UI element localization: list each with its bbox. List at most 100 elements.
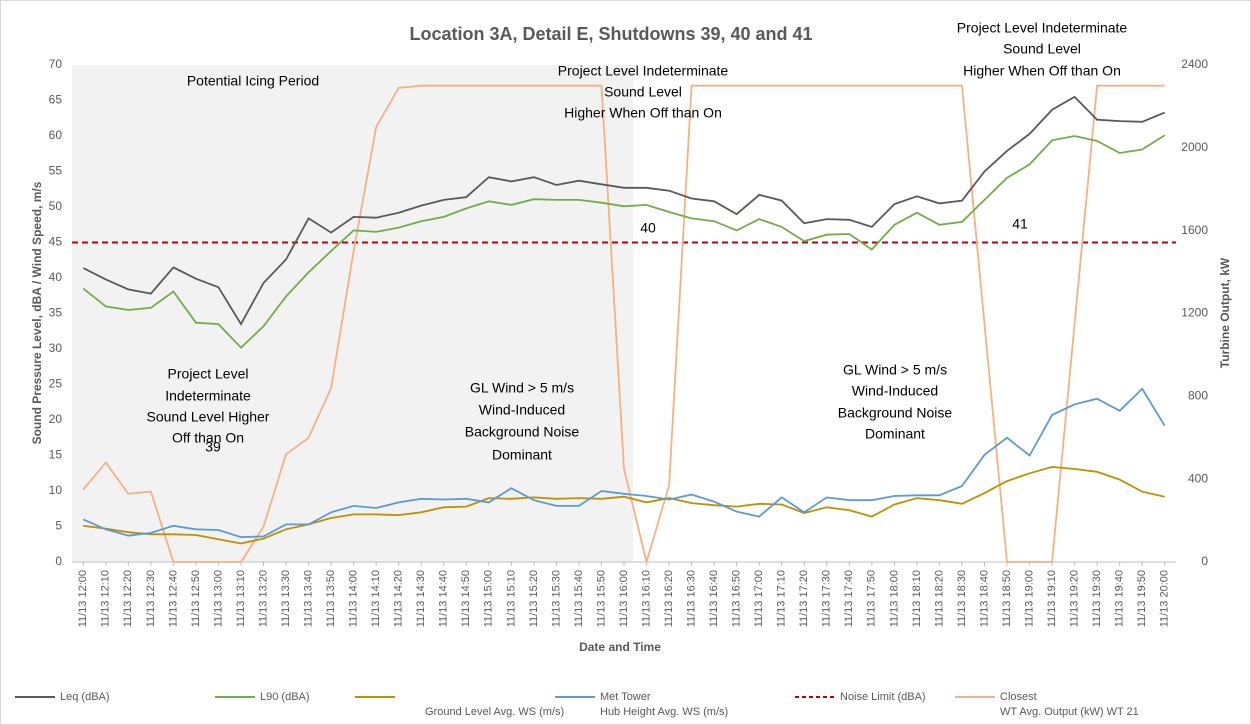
x-tick-label: 11/13 15:40 [573, 570, 585, 627]
legend-label: Hub Height Avg. WS (m/s) [600, 706, 728, 718]
x-tick-label: 11/13 19:40 [1114, 570, 1126, 627]
y2-tick-label: 1600 [1181, 223, 1208, 237]
y-tick-label: 5 [55, 519, 62, 533]
annotation: Dominant [865, 426, 925, 442]
x-tick-label: 11/13 12:30 [145, 570, 157, 627]
x-tick-label: 11/13 18:40 [978, 570, 990, 627]
x-tick-label: 11/13 17:10 [776, 570, 788, 627]
annotation: Wind-Induced [479, 402, 565, 418]
x-tick-label: 11/13 17:20 [798, 570, 810, 627]
x-tick-label: 11/13 14:40 [438, 570, 450, 627]
legend-label: Noise Limit (dBA) [840, 691, 926, 703]
x-tick-label: 11/13 13:30 [280, 570, 292, 627]
y2-tick-label: 2000 [1181, 140, 1208, 154]
y2-tick-label: 400 [1188, 471, 1208, 485]
x-tick-label: 11/13 14:50 [460, 570, 472, 627]
annotation: Project Level Indeterminate [558, 63, 729, 79]
x-tick-label: 11/13 19:50 [1136, 570, 1148, 627]
x-tick-label: 11/13 15:00 [483, 570, 495, 627]
series-line [82, 387, 1166, 539]
y2-tick-label: 0 [1201, 554, 1208, 568]
y-tick-label: 60 [49, 128, 63, 142]
x-tick-label: 11/13 12:10 [100, 570, 112, 627]
x-tick-label: 11/13 18:50 [1001, 570, 1013, 627]
chart-title: Location 3A, Detail E, Shutdowns 39, 40 … [409, 24, 812, 44]
x-tick-label: 11/13 12:50 [190, 570, 202, 627]
x-tick-label: 11/13 18:10 [911, 570, 923, 627]
series-line [82, 95, 1166, 326]
x-tick-label: 11/13 19:00 [1023, 570, 1035, 627]
annotation: Higher When Off than On [963, 63, 1121, 79]
annotation: Indeterminate [165, 388, 251, 404]
x-tick-label: 11/13 17:30 [821, 570, 833, 627]
x-tick-label: 11/13 19:30 [1091, 570, 1103, 627]
series-line [83, 465, 1165, 545]
y2-tick-label: 2400 [1181, 57, 1208, 71]
y-tick-label: 30 [49, 341, 63, 355]
y2-axis-title: Turbine Output, kW [1218, 257, 1232, 368]
legend-label: Ground Level Avg. WS (m/s) [425, 706, 564, 718]
x-tick-label: 11/13 13:20 [257, 570, 269, 627]
y-tick-label: 20 [49, 412, 63, 426]
x-tick-label: 11/13 14:30 [415, 570, 427, 627]
x-tick-label: 11/13 15:30 [550, 570, 562, 627]
x-tick-label: 11/13 15:20 [528, 570, 540, 627]
legend-label: WT Avg. Output (kW) WT 21 [1000, 706, 1139, 718]
x-tick-label: 11/13 14:20 [393, 570, 405, 627]
x-tick-label: 11/13 15:50 [595, 570, 607, 627]
y-tick-label: 70 [49, 57, 63, 71]
annotation: Sound Level Higher [147, 409, 270, 425]
x-tick-label: 11/13 13:00 [212, 570, 224, 627]
annotation: Dominant [492, 447, 552, 463]
x-tick-label: 11/13 16:30 [685, 570, 697, 627]
x-tick-label: 11/13 17:40 [843, 570, 855, 627]
x-tick-label: 11/13 12:40 [167, 570, 179, 627]
annotation: 41 [1012, 216, 1028, 232]
annotation: Potential Icing Period [187, 73, 319, 89]
y-tick-label: 0 [55, 554, 62, 568]
x-tick-label: 11/13 17:50 [866, 570, 878, 627]
x-tick-label: 11/13 13:50 [325, 570, 337, 627]
y-axis-title: Sound Pressure Level, dBA / Wind Speed, … [30, 181, 44, 444]
y2-tick-label: 800 [1188, 389, 1208, 403]
x-tick-label: 11/13 16:00 [618, 570, 630, 627]
annotation: Background Noise [465, 424, 580, 440]
annotation: 40 [640, 220, 656, 236]
y-tick-label: 55 [49, 164, 63, 178]
y-tick-label: 25 [49, 377, 63, 391]
x-tick-label: 11/13 16:40 [708, 570, 720, 627]
x-axis-title: Date and Time [579, 640, 661, 654]
x-tick-label: 11/13 14:00 [348, 570, 360, 627]
y-tick-label: 10 [49, 483, 63, 497]
x-tick-label: 11/13 18:00 [888, 570, 900, 627]
x-tick-label: 11/13 18:30 [956, 570, 968, 627]
x-tick-label: 11/13 18:20 [933, 570, 945, 627]
annotation: Wind-Induced [852, 383, 938, 399]
shaded-period [72, 65, 633, 562]
y-tick-label: 50 [49, 199, 63, 213]
x-tick-label: 11/13 14:10 [370, 570, 382, 627]
x-tick-label: 11/13 19:20 [1069, 570, 1081, 627]
legend-label: Closest [1000, 691, 1037, 703]
series-line [82, 134, 1166, 349]
annotation: Higher When Off than On [564, 105, 722, 121]
annotation: Sound Level [1003, 41, 1081, 57]
x-tick-label: 11/13 13:40 [302, 570, 314, 627]
x-tick-label: 11/13 19:10 [1046, 570, 1058, 627]
annotation: Sound Level [604, 84, 682, 100]
series-line [82, 84, 1165, 566]
y-tick-label: 15 [49, 448, 63, 462]
annotation: GL Wind > 5 m/s [470, 380, 574, 396]
y-tick-label: 45 [49, 235, 63, 249]
x-tick-label: 11/13 13:10 [235, 570, 247, 627]
annotation: GL Wind > 5 m/s [843, 362, 947, 378]
x-tick-label: 11/13 16:20 [663, 570, 675, 627]
y2-tick-label: 1200 [1181, 306, 1208, 320]
x-tick-label: 11/13 20:00 [1159, 570, 1171, 627]
annotation: 39 [205, 439, 221, 455]
annotation: Project Level [168, 366, 249, 382]
legend-label: Met Tower [600, 691, 651, 703]
x-tick-label: 11/13 17:00 [753, 570, 765, 627]
x-tick-label: 11/13 16:10 [640, 570, 652, 627]
